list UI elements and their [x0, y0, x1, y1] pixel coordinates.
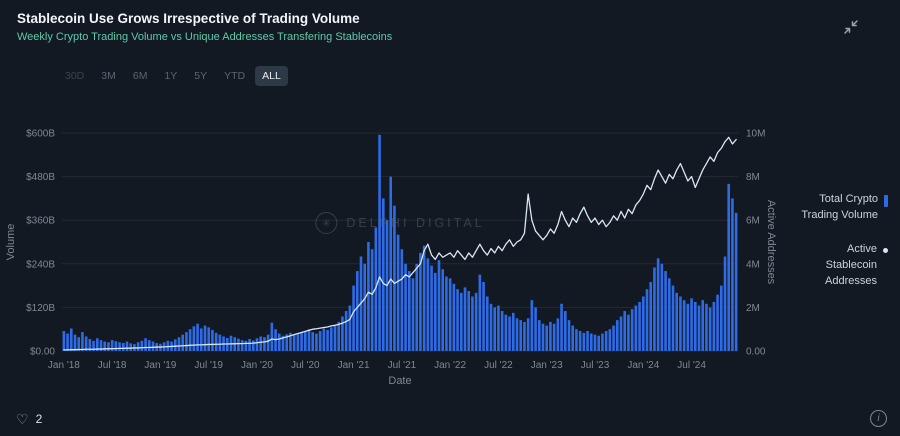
y-axis-left-tick: $0.00 [30, 347, 55, 358]
y-axis-right-tick: 4M [746, 259, 760, 270]
legend-item-stablecoin-addresses[interactable]: Active Stablecoin Addresses [797, 242, 888, 290]
y-axis-left-tick: $240B [26, 259, 55, 270]
y-axis-right-tick: 6M [746, 216, 760, 227]
addresses-line [63, 136, 737, 351]
bar-series-marker-icon [884, 195, 888, 207]
x-axis-tick: Jul '23 [581, 360, 610, 371]
y-axis-right-tick: 10M [746, 129, 765, 140]
heart-icon: ♡ [16, 411, 29, 427]
x-axis-tick: Jan '24 [627, 360, 659, 371]
y-axis-left-tick: $120B [26, 303, 55, 314]
x-axis-tick: Jan '21 [338, 360, 370, 371]
range-button-all[interactable]: ALL [255, 66, 288, 86]
range-button-3m[interactable]: 3M [94, 66, 123, 86]
x-axis-tick: Jul '19 [194, 360, 223, 371]
y-axis-left-tick: $360B [26, 216, 55, 227]
x-axis-tick: Jul '22 [484, 360, 513, 371]
volume-bars [62, 134, 738, 351]
range-button-ytd[interactable]: YTD [217, 66, 252, 86]
legend-label: Active Stablecoin Addresses [825, 242, 877, 287]
legend-item-trading-volume[interactable]: Total Crypto Trading Volume [798, 192, 888, 224]
y-axis-left-tick: $600B [26, 129, 55, 140]
y-axis-right-tick: 0.00 [746, 347, 766, 358]
x-axis-tick: Jan '22 [434, 360, 466, 371]
y-axis-right-title: Active Addresses [765, 200, 777, 285]
range-selector: 30D 3M 6M 1Y 5Y YTD ALL [58, 66, 288, 86]
like-count: 2 [35, 412, 43, 426]
x-axis-tick: Jan '19 [144, 360, 176, 371]
range-button-1y[interactable]: 1Y [157, 66, 184, 86]
collapse-icon[interactable] [842, 18, 860, 36]
x-axis-tick: Jul '20 [291, 360, 320, 371]
y-axis-left-title: Volume [5, 224, 17, 261]
chart-subtitle: Weekly Crypto Trading Volume vs Unique A… [17, 31, 393, 43]
x-axis-title: Date [388, 375, 411, 387]
info-icon[interactable]: i [870, 410, 887, 427]
x-axis-tick: Jul '21 [388, 360, 417, 371]
x-axis-tick: Jul '18 [98, 360, 127, 371]
x-axis-tick: Jan '20 [241, 360, 273, 371]
x-axis-tick: Jan '18 [48, 360, 80, 371]
chart-legend: Total Crypto Trading Volume Active Stabl… [784, 192, 888, 290]
y-axis-right-tick: 2M [746, 303, 760, 314]
page-title: Stablecoin Use Grows Irrespective of Tra… [17, 11, 360, 26]
like-button[interactable]: ♡ 2 [16, 412, 42, 426]
y-axis-right-tick: 8M [746, 172, 760, 183]
line-series-marker-icon [883, 247, 888, 253]
range-button-5y[interactable]: 5Y [187, 66, 214, 86]
x-axis-tick: Jan '23 [531, 360, 563, 371]
x-axis-tick: Jul '24 [677, 360, 706, 371]
range-button-6m[interactable]: 6M [126, 66, 155, 86]
y-axis-left-tick: $480B [26, 172, 55, 183]
legend-label: Total Crypto Trading Volume [801, 193, 878, 221]
range-button-30d[interactable]: 30D [58, 66, 91, 86]
